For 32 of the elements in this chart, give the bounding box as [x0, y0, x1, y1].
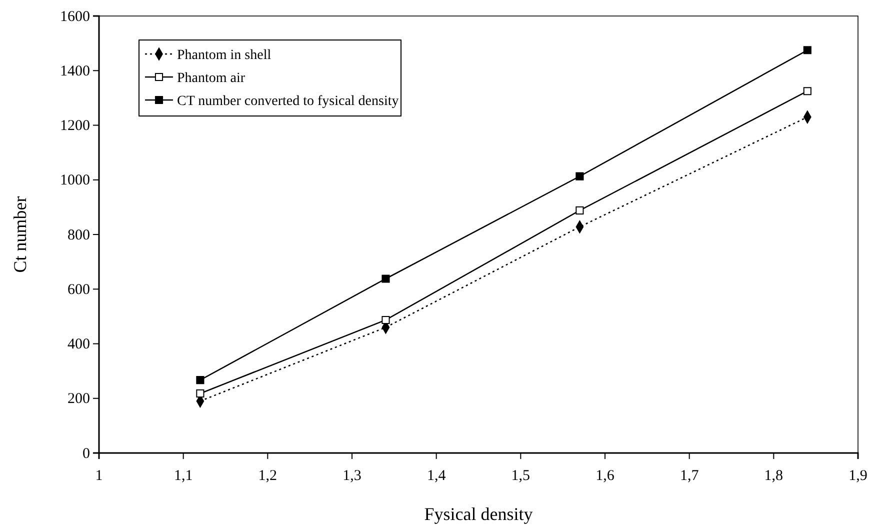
point — [196, 376, 204, 384]
x-tick-label: 1,2 — [258, 468, 278, 484]
point — [576, 172, 584, 180]
x-tick-label: 1,9 — [848, 468, 868, 484]
y-tick-label: 1400 — [60, 63, 90, 80]
x-tick-label: 1,3 — [342, 468, 362, 484]
point — [382, 274, 390, 283]
x-tick-label: 1,8 — [764, 468, 784, 484]
x-axis-title: Fysical density — [424, 504, 533, 524]
legend-label: Phantom in shell — [177, 48, 272, 63]
point — [382, 316, 390, 324]
y-tick-label: 200 — [68, 391, 90, 408]
y-tick-label: 600 — [68, 282, 90, 298]
point — [196, 389, 204, 398]
y-axis-title: Ct number — [10, 196, 30, 273]
legend-label: CT number converted to fysical density — [177, 94, 399, 109]
x-tick-label: 1,1 — [174, 468, 193, 484]
point — [803, 87, 812, 96]
y-tick-label: 1600 — [60, 8, 90, 25]
y-tick-label: 400 — [68, 336, 90, 353]
y-tick-label: 800 — [68, 227, 90, 244]
x-tick-label: 1,6 — [596, 468, 615, 484]
y-tick-label: 1200 — [60, 118, 90, 134]
legend-label: Phantom air — [177, 71, 246, 86]
x-tick-label: 1,7 — [680, 468, 700, 484]
point — [576, 206, 584, 214]
y-tick-label: 0 — [82, 446, 90, 462]
x-tick-label: 1 — [95, 468, 103, 484]
point — [803, 46, 812, 54]
y-tick-label: 1000 — [60, 172, 90, 189]
x-tick-label: 1,4 — [426, 468, 446, 484]
x-tick-label: 1,5 — [511, 468, 530, 484]
